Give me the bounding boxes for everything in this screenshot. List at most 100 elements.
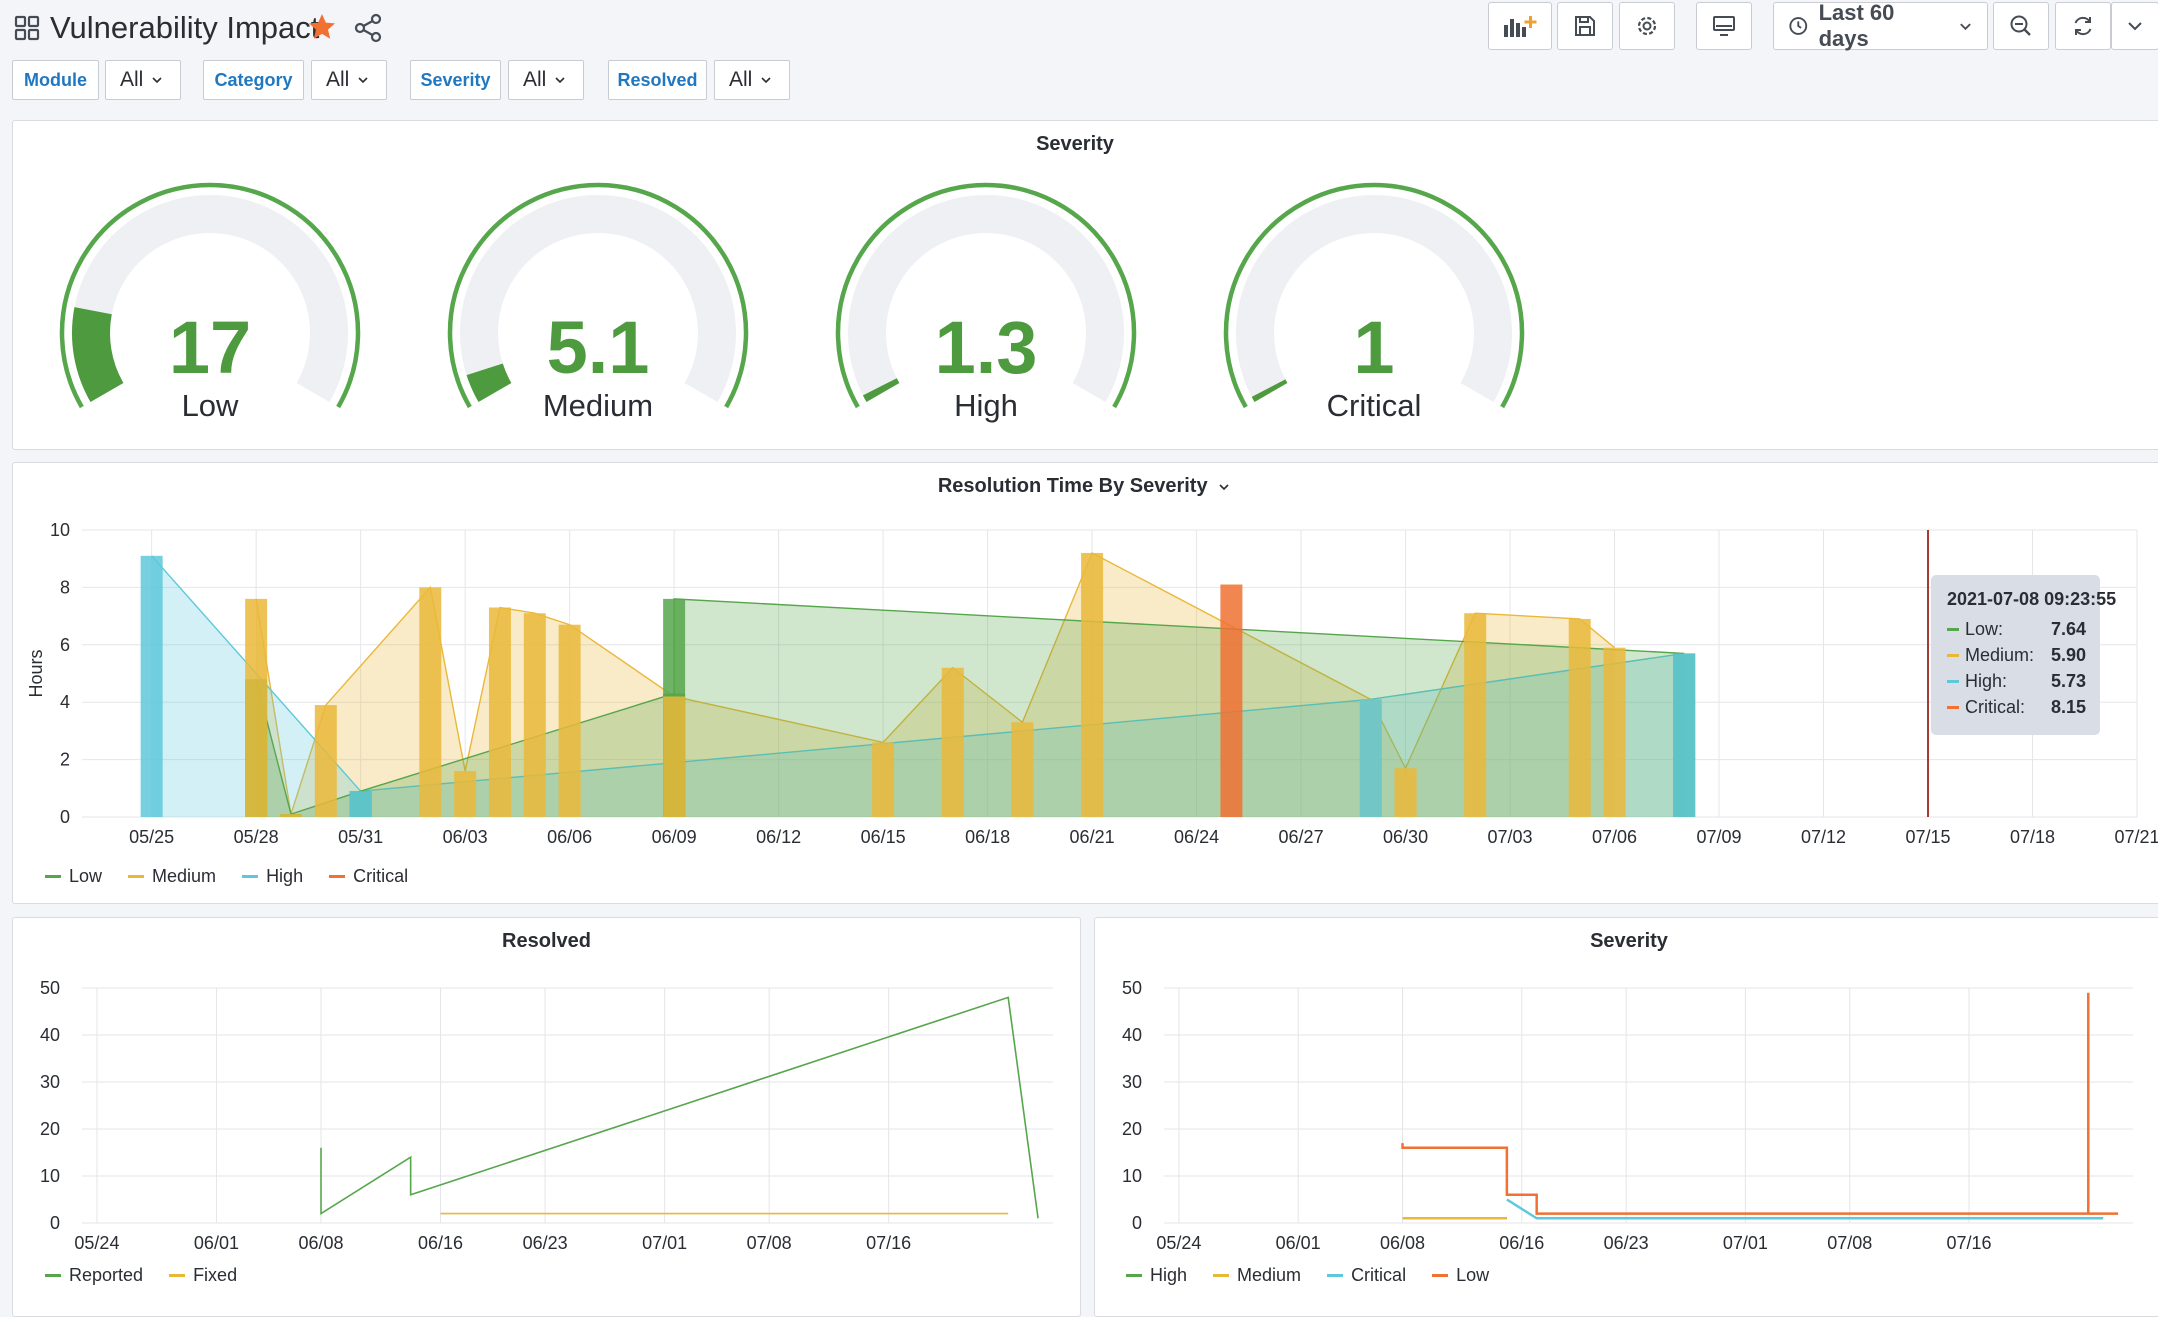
x-tick-label: 06/18 (965, 827, 1010, 847)
legend-item-critical[interactable]: Critical (1327, 1265, 1406, 1286)
bar-medium (1394, 768, 1417, 817)
tooltip-value: 5.73 (2051, 670, 2087, 691)
share-icon[interactable] (353, 13, 383, 43)
save-dashboard-button[interactable] (1557, 2, 1613, 50)
tooltip-row-critical: Critical: 8.15 (1947, 694, 2100, 720)
y-tick-label: 0 (1132, 1213, 1142, 1233)
variable-select-severity[interactable]: All (508, 60, 584, 100)
gauge-value: 1.3 (935, 306, 1038, 389)
legend-label: Low (69, 866, 103, 886)
x-tick-label: 06/16 (1499, 1233, 1544, 1253)
monitor-icon (1713, 16, 1735, 36)
legend-item-critical[interactable]: Critical (329, 866, 408, 887)
legend-item-high[interactable]: High (1126, 1265, 1187, 1286)
y-tick-label: 8 (60, 577, 70, 597)
y-tick-label: 0 (50, 1213, 60, 1233)
bar-medium (523, 613, 546, 817)
legend-item-medium[interactable]: Medium (128, 866, 216, 887)
series-area-medium (256, 552, 1615, 817)
gear-icon (1637, 16, 1657, 36)
legend-item-medium[interactable]: Medium (1213, 1265, 1301, 1286)
resolution-time-chart[interactable]: 0 2 4 6 8 10 05/25 05/28 05/31 06/03 06/06 06/09 06/… (12, 500, 2158, 930)
series-line-critical (1506, 1198, 2104, 1220)
gauge-label: Low (182, 388, 239, 423)
series-line-low (1401, 992, 2119, 1215)
x-tick-label: 06/12 (756, 827, 801, 847)
add-panel-button[interactable] (1488, 2, 1552, 50)
y-tick-label: 20 (40, 1119, 60, 1139)
legend-item-low[interactable]: Low (1432, 1265, 1489, 1286)
legend-label: Critical (353, 866, 409, 886)
panel-title[interactable]: Severity (1590, 930, 1668, 952)
bar-medium (663, 696, 686, 817)
panel-title[interactable]: Severity (1036, 133, 1114, 155)
legend-item-low[interactable]: Low (45, 866, 102, 887)
x-tick-label: 06/01 (194, 1233, 239, 1253)
x-tick-label: 07/03 (1488, 827, 1533, 847)
y-tick-label: 20 (1122, 1119, 1142, 1139)
legend-item-fixed[interactable]: Fixed (169, 1265, 237, 1286)
dashboards-grid-icon[interactable] (14, 15, 40, 41)
variable-value: All (326, 68, 350, 91)
time-range-picker[interactable]: Last 60 days (1773, 0, 1988, 51)
bar-medium (1081, 552, 1104, 817)
dashboard-title[interactable]: Vulnerability Impact (50, 10, 320, 45)
legend-label: High (1150, 1265, 1188, 1285)
bar-medium (245, 598, 268, 817)
gauge-track (1236, 194, 1512, 402)
x-tick-label: 07/18 (2010, 827, 2055, 847)
severity-gauge-panel: Severity 17 Low 5.1 Medium 1.3 High 1 Critical (12, 120, 2158, 450)
x-tick-label: 06/09 (652, 827, 697, 847)
severity-timeseries-chart[interactable]: 0 10 20 30 40 50 05/24 06/01 06/08 06/16 06/23 07/0… (1094, 960, 2158, 1280)
tooltip-name: Critical: (1965, 696, 2026, 717)
resolution-legend: Low Medium High Critical (45, 866, 408, 887)
y-tick-label: 40 (1122, 1025, 1142, 1045)
legend-label: Low (1456, 1265, 1490, 1285)
y-tick-label: 40 (40, 1025, 60, 1045)
series-line-reported (320, 996, 1039, 1219)
refresh-interval-dropdown[interactable] (2111, 2, 2158, 50)
tooltip-value: 8.15 (2051, 696, 2087, 717)
refresh-button[interactable] (2055, 2, 2111, 50)
legend-item-reported[interactable]: Reported (45, 1265, 143, 1286)
dashboard-settings-button[interactable] (1619, 2, 1675, 50)
x-tick-label: 07/16 (1946, 1233, 1991, 1253)
panel-title-row[interactable]: Resolution Time By Severity (13, 475, 2156, 498)
bar-medium (941, 667, 964, 817)
gauge-value-arc (1251, 379, 1288, 402)
chevron-down-icon (2128, 22, 2142, 31)
gauge-value-arc (862, 378, 900, 402)
zoom-out-button[interactable] (1993, 2, 2049, 50)
y-axis-label: Hours (26, 649, 46, 697)
view-mode-button[interactable] (1696, 2, 1752, 50)
variable-select-module[interactable]: All (105, 60, 181, 100)
bar-medium (1464, 613, 1487, 817)
x-tick-label: 07/15 (1905, 827, 1950, 847)
variable-select-category[interactable]: All (311, 60, 387, 100)
y-tick-label: 10 (50, 520, 70, 540)
y-tick-label: 50 (1122, 978, 1142, 998)
x-tick-label: 06/06 (547, 827, 592, 847)
legend-label: High (266, 866, 304, 886)
x-tick-label: 05/24 (74, 1233, 119, 1253)
time-range-label: Last 60 days (1818, 0, 1895, 51)
y-tick-label: 50 (40, 978, 60, 998)
gauge-threshold-arc (835, 182, 1137, 409)
star-icon[interactable] (307, 12, 337, 42)
gauge-track (847, 195, 1124, 402)
resolved-chart[interactable]: 0 10 20 30 40 50 05/24 06/01 06/08 06/16 06/23 07/0… (12, 960, 1078, 1280)
legend-item-high[interactable]: High (242, 866, 303, 887)
x-tick-label: 06/23 (523, 1233, 568, 1253)
variable-select-resolved[interactable]: All (714, 60, 790, 100)
variable-label-resolved: Resolved (608, 60, 707, 100)
series-line-low (255, 598, 1685, 816)
panel-title[interactable]: Resolved (502, 930, 591, 952)
series-area-low (256, 598, 1685, 817)
y-tick-label: 10 (40, 1166, 60, 1186)
x-tick-label: 07/16 (866, 1233, 911, 1253)
x-tick-label: 06/08 (298, 1233, 343, 1253)
legend-label: Medium (152, 866, 217, 886)
gauge-track (460, 195, 736, 402)
gauge-value: 17 (169, 306, 251, 389)
template-variables: Module All Category All Severity All Res… (0, 60, 900, 102)
